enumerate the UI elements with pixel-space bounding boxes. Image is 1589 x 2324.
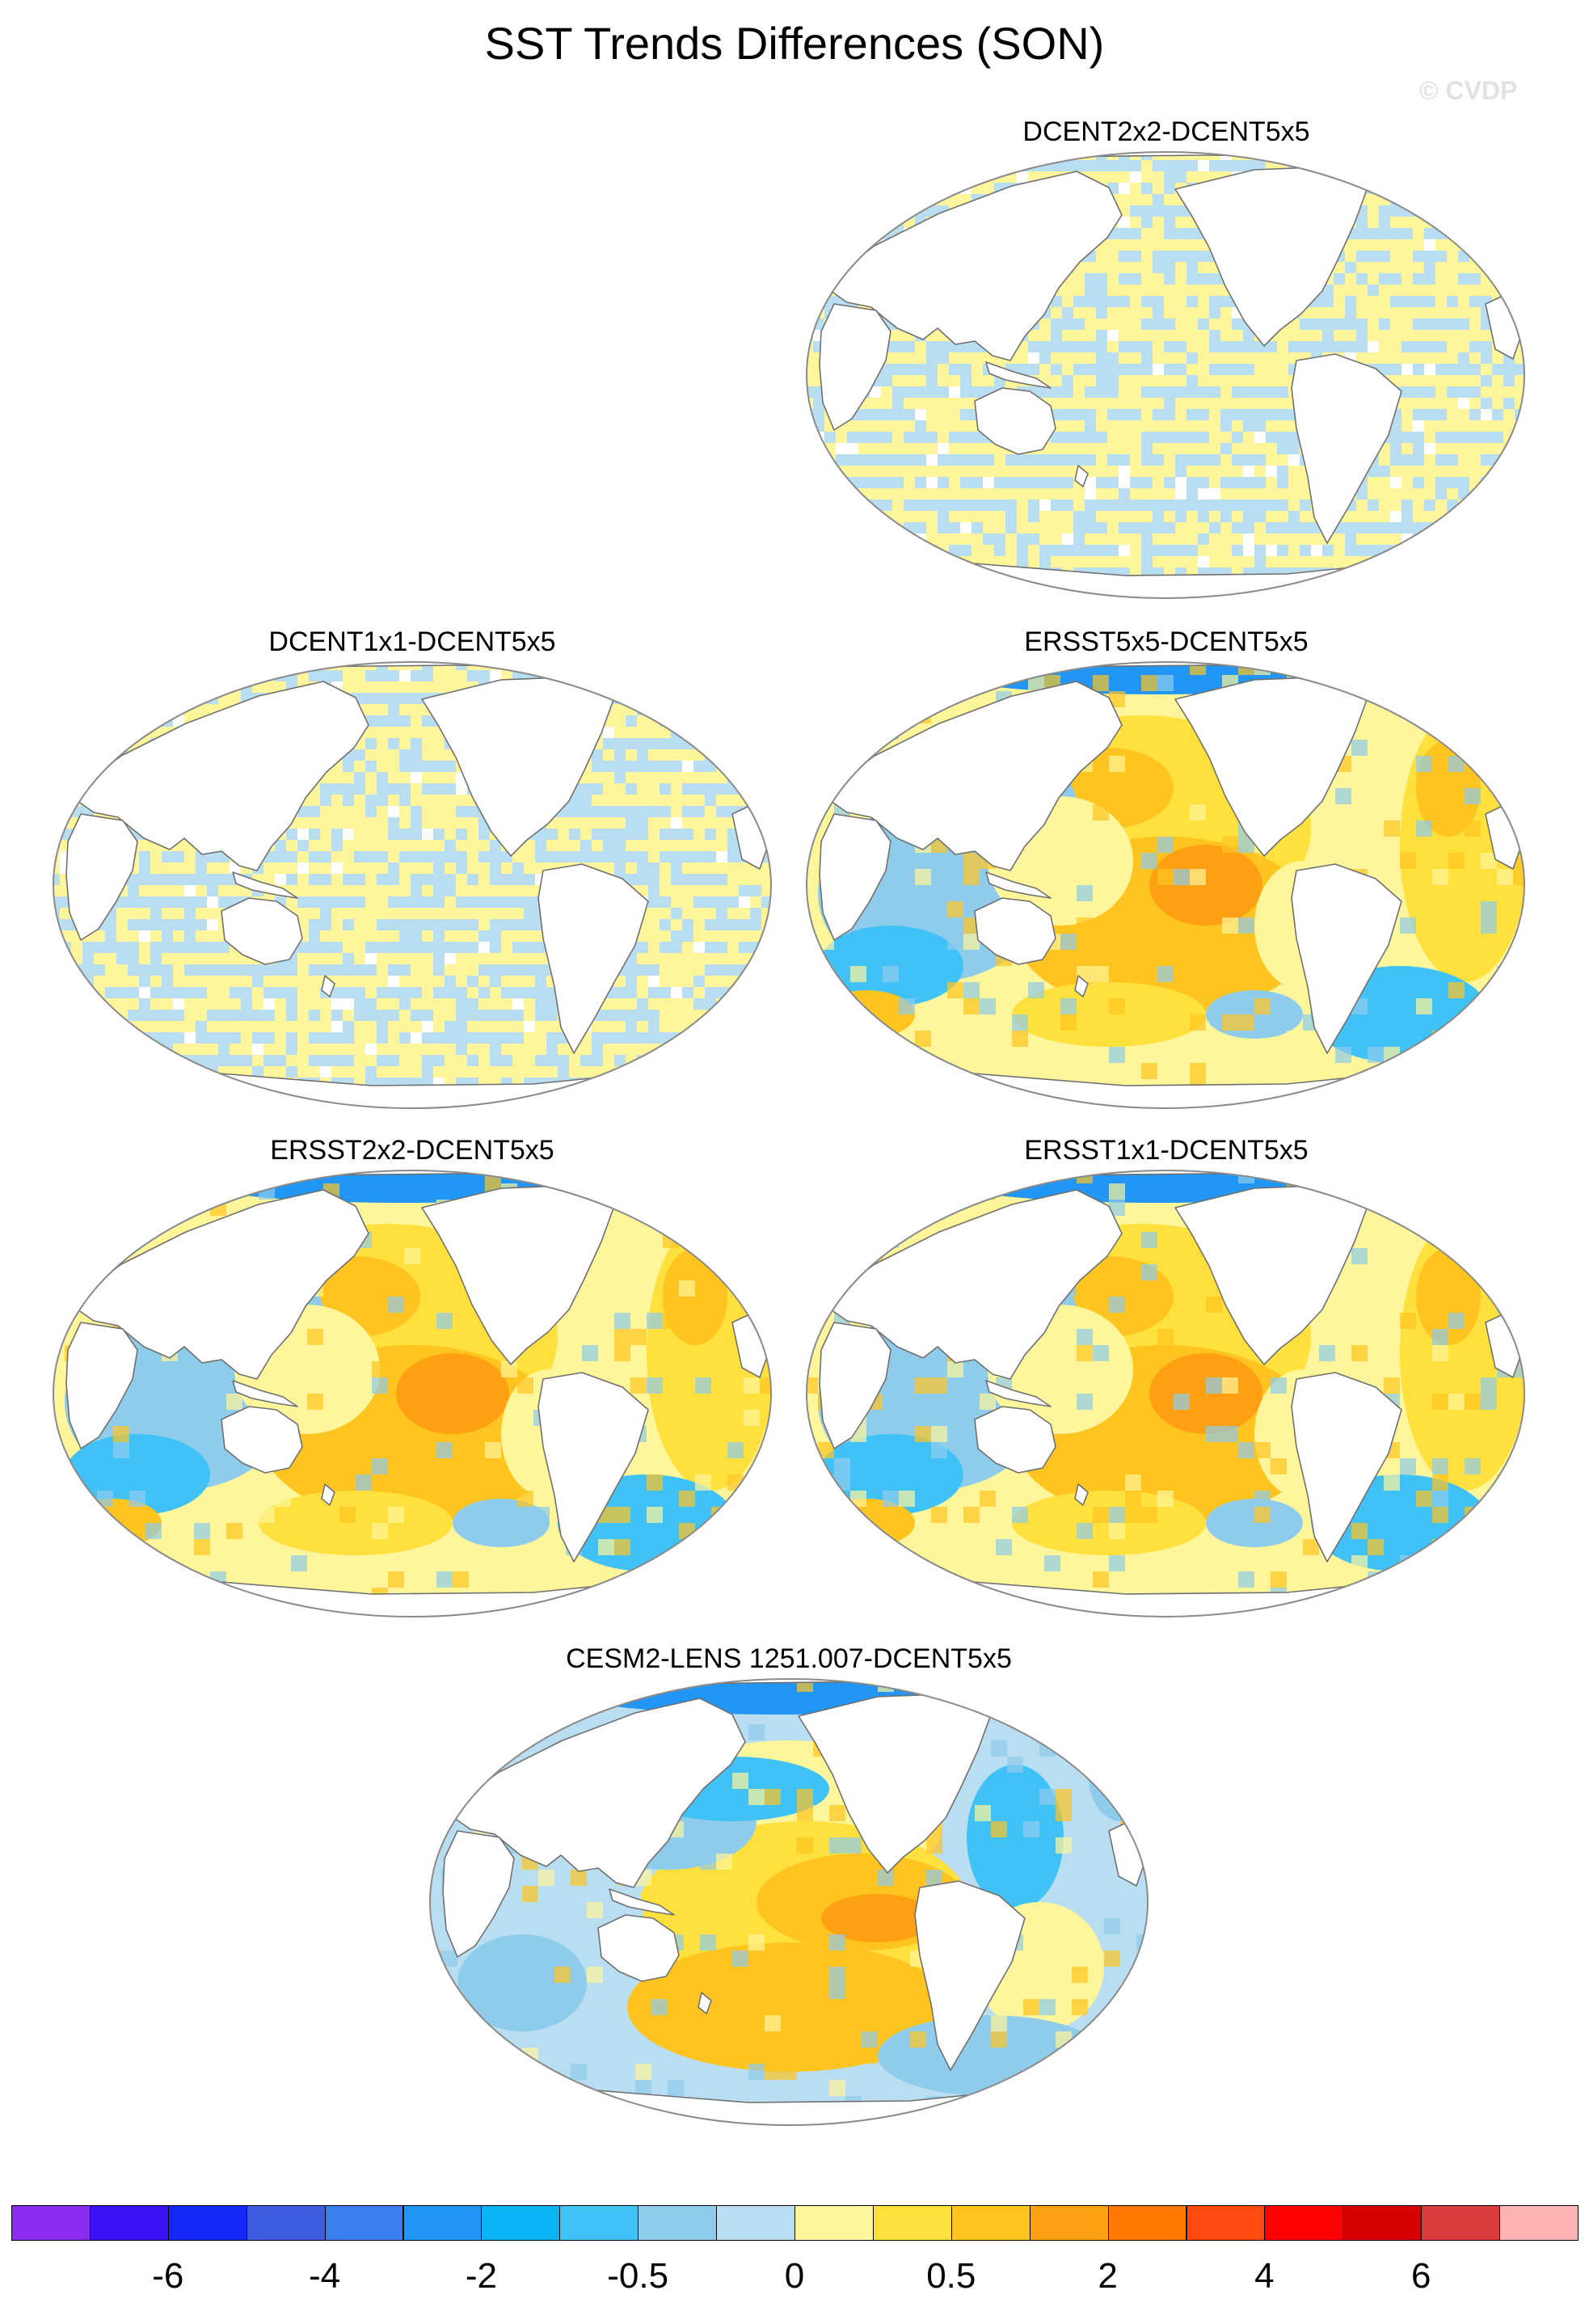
colorbar-swatch bbox=[1029, 2205, 1109, 2241]
colorbar-swatch bbox=[1342, 2205, 1423, 2241]
colorbar-tick-label: -6 bbox=[152, 2256, 184, 2296]
colorbar-swatch bbox=[167, 2205, 247, 2241]
colorbar-swatch bbox=[246, 2205, 326, 2241]
colorbar-tick-label: 6 bbox=[1410, 2256, 1431, 2296]
colorbar-swatch bbox=[324, 2205, 404, 2241]
colorbar-swatch bbox=[559, 2205, 639, 2241]
colorbar-swatch bbox=[1107, 2205, 1187, 2241]
colorbar-swatch bbox=[481, 2205, 561, 2241]
colorbar-tick-label: -4 bbox=[309, 2256, 341, 2296]
panel-title-dcent1x1: DCENT1x1-DCENT5x5 bbox=[268, 626, 556, 657]
colorbar-tick-label: -0.5 bbox=[607, 2256, 669, 2296]
map-cesm2-lens bbox=[429, 1678, 1149, 2126]
colorbar-tick-label: 0 bbox=[784, 2256, 805, 2296]
colorbar-swatch bbox=[1264, 2205, 1344, 2241]
panel-title-dcent2x2: DCENT2x2-DCENT5x5 bbox=[1022, 116, 1310, 147]
map-dcent2x2 bbox=[806, 151, 1525, 599]
map-ersst5x5 bbox=[806, 661, 1525, 1109]
panel-title-cesm2-lens: CESM2-LENS 1251.007-DCENT5x5 bbox=[566, 1643, 1012, 1674]
colorbar-swatch bbox=[1186, 2205, 1266, 2241]
colorbar-tick-label: -2 bbox=[465, 2256, 497, 2296]
colorbar-swatch bbox=[794, 2205, 874, 2241]
colorbar bbox=[11, 2205, 1578, 2241]
figure-title: SST Trends Differences (SON) bbox=[484, 18, 1105, 69]
map-ersst2x2 bbox=[53, 1170, 772, 1618]
colorbar-tick-label: 4 bbox=[1254, 2256, 1275, 2296]
panel-title-ersst2x2: ERSST2x2-DCENT5x5 bbox=[270, 1135, 554, 1166]
colorbar-swatch bbox=[950, 2205, 1031, 2241]
map-ersst1x1 bbox=[806, 1170, 1525, 1618]
colorbar-swatch bbox=[872, 2205, 952, 2241]
map-dcent1x1 bbox=[53, 661, 772, 1109]
colorbar-swatch bbox=[716, 2205, 795, 2241]
copyright-watermark: © CVDP bbox=[1419, 76, 1518, 105]
panel-title-ersst1x1: ERSST1x1-DCENT5x5 bbox=[1024, 1135, 1309, 1166]
colorbar-swatch bbox=[1499, 2205, 1578, 2241]
colorbar-swatch bbox=[1421, 2205, 1501, 2241]
colorbar-swatch bbox=[89, 2205, 169, 2241]
colorbar-swatch bbox=[11, 2205, 91, 2241]
panel-title-ersst5x5: ERSST5x5-DCENT5x5 bbox=[1024, 626, 1309, 657]
colorbar-tick-label: 0.5 bbox=[926, 2256, 976, 2296]
colorbar-swatch bbox=[638, 2205, 718, 2241]
colorbar-swatch bbox=[403, 2205, 483, 2241]
colorbar-tick-label: 2 bbox=[1098, 2256, 1118, 2296]
